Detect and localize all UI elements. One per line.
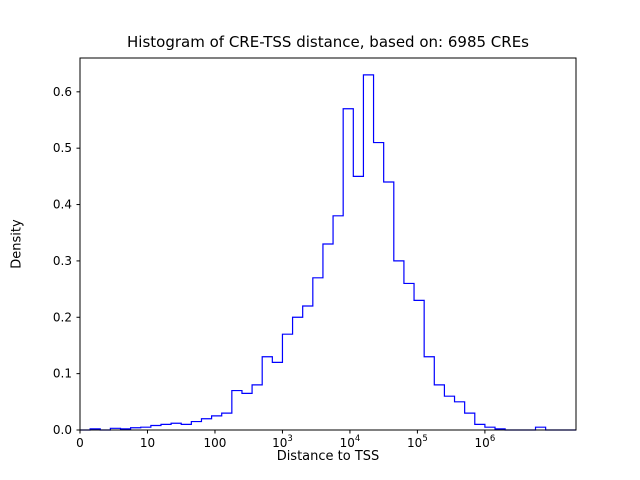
chart-title: Histogram of CRE-TSS distance, based on:… <box>127 33 529 51</box>
x-tick-label: 105 <box>407 434 428 450</box>
y-tick-label: 0.0 <box>53 423 72 437</box>
x-tick-label: 0 <box>76 436 84 450</box>
y-tick-label: 0.2 <box>53 310 72 324</box>
x-tick-label: 104 <box>340 434 361 450</box>
x-tick-label: 106 <box>475 434 496 450</box>
x-axis-label: Distance to TSS <box>276 449 380 464</box>
plot-frame <box>79 57 577 431</box>
x-tick-label: 103 <box>272 434 293 450</box>
y-tick-label: 0.1 <box>53 367 72 381</box>
x-tick-label: 10 <box>140 436 155 450</box>
histogram-line <box>80 74 576 431</box>
x-tick-label: 100 <box>204 436 227 450</box>
y-tick-label: 0.5 <box>53 141 72 155</box>
y-tick-label: 0.3 <box>53 254 72 268</box>
y-tick-label: 0.6 <box>53 85 72 99</box>
y-tick-label: 0.4 <box>53 198 72 212</box>
